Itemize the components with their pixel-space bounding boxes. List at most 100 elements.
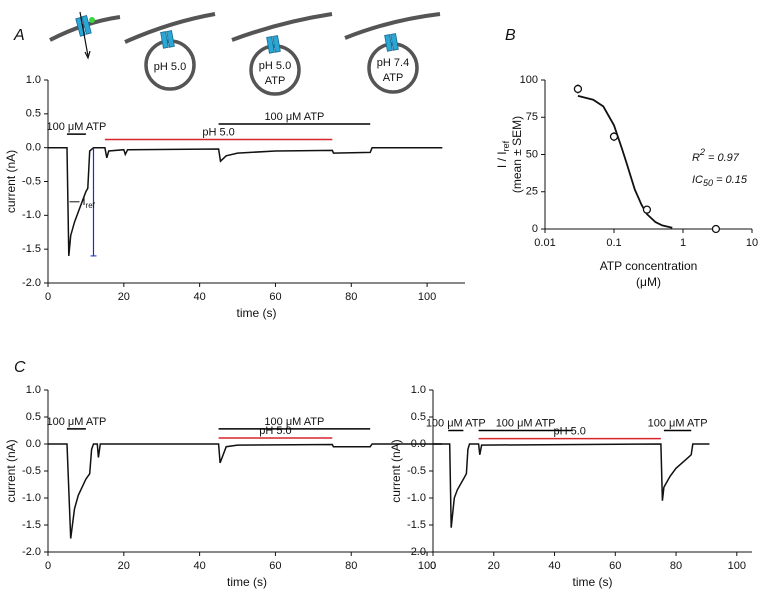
y-tick-label: -0.5 xyxy=(407,465,426,477)
x-tick-label: 100 xyxy=(728,560,746,572)
y-tick-label: 100 xyxy=(520,74,538,86)
x-tick-label: 0.1 xyxy=(606,237,621,249)
fit-curve xyxy=(577,95,673,229)
data-point xyxy=(573,84,583,94)
trace xyxy=(48,443,443,539)
y-tick-label: 75 xyxy=(526,111,538,123)
y-axis-label-main: I / I xyxy=(495,151,509,168)
schematic-label: ATP xyxy=(383,72,404,84)
x-tick-label: 20 xyxy=(118,560,130,572)
application-label: 100 μM ATP xyxy=(496,417,556,429)
annotation-rest: = 0.97 xyxy=(705,152,740,164)
y-tick-label: -1.0 xyxy=(22,209,41,221)
trace xyxy=(48,146,443,256)
application-label: 100 μM ATP xyxy=(426,417,486,429)
x-tick-label: 100 xyxy=(418,291,436,303)
x-axis-label: time (s) xyxy=(227,575,267,589)
x-tick-label: 60 xyxy=(609,560,621,572)
x-tick-label: 40 xyxy=(548,560,560,572)
channel xyxy=(166,30,175,48)
x-tick-label: 80 xyxy=(345,291,357,303)
y-tick-label: 0.5 xyxy=(411,411,426,423)
data-point xyxy=(609,132,619,141)
y-tick-label: 0.0 xyxy=(411,438,426,450)
y-axis-label: I / Iref xyxy=(495,140,511,168)
y-axis-label: (mean ± SEM) xyxy=(510,116,524,193)
channel xyxy=(266,36,275,54)
application-label: 100 μM ATP xyxy=(46,121,106,133)
membrane xyxy=(124,12,216,44)
trace xyxy=(433,443,710,528)
channels xyxy=(75,15,399,54)
schematics xyxy=(49,12,441,96)
x-tick-label: 40 xyxy=(193,560,205,572)
channel xyxy=(272,35,281,53)
application-label: pH 5.0 xyxy=(202,126,234,138)
y-tick-label: 1.0 xyxy=(411,384,426,396)
y-axis-label: current (nA) xyxy=(4,439,18,502)
y-tick-label: 0.0 xyxy=(26,438,41,450)
y-tick-label: -2.0 xyxy=(22,277,41,289)
annotation-sup: 2 xyxy=(699,147,705,157)
panel-label: A xyxy=(13,27,25,44)
y-tick-label: -1.0 xyxy=(407,492,426,504)
x-tick-label: 0 xyxy=(45,560,51,572)
y-tick-label: -1.0 xyxy=(22,492,41,504)
x-tick-label: 20 xyxy=(118,291,130,303)
y-tick-label: 25 xyxy=(526,186,538,198)
y-tick-label: 0 xyxy=(532,223,538,235)
x-tick-label: 0.01 xyxy=(534,237,555,249)
arrow xyxy=(79,11,89,57)
application-label: 100 μM ATP xyxy=(264,111,324,123)
schematic-label: pH 5.0 xyxy=(154,61,186,73)
x-tick-label: 0 xyxy=(430,560,436,572)
y-tick-label: 1.0 xyxy=(26,74,41,86)
y-tick-label: 50 xyxy=(526,148,538,160)
y-tick-label: -2.0 xyxy=(22,546,41,558)
schematic-label: pH 5.0 xyxy=(259,60,291,72)
annotation-main: IC xyxy=(692,174,703,186)
data-point xyxy=(642,205,652,214)
y-tick-label: 1.0 xyxy=(26,384,41,396)
application-label: pH 5.0 xyxy=(554,426,586,438)
x-tick-label: 10 xyxy=(746,237,758,249)
x-tick-label: 60 xyxy=(269,560,281,572)
y-tick-label: 0.5 xyxy=(26,108,41,120)
x-axis-label: time (s) xyxy=(237,306,277,320)
channel xyxy=(390,33,399,51)
annotation-main: R xyxy=(692,152,700,164)
x-tick-label: 20 xyxy=(488,560,500,572)
y-tick-label: 0.5 xyxy=(26,411,41,423)
y-axis-label: current (nA) xyxy=(4,150,18,213)
x-tick-label: 60 xyxy=(269,291,281,303)
data-point xyxy=(711,224,721,234)
y-tick-label: -1.5 xyxy=(22,519,41,531)
channel xyxy=(384,34,393,52)
application-label: 100 μM ATP xyxy=(264,416,324,428)
y-tick-label: -1.5 xyxy=(22,243,41,255)
schematic-label: pH 7.4 xyxy=(377,57,409,69)
y-tick-label: -2.0 xyxy=(407,546,426,558)
application-label: 100 μM ATP xyxy=(648,417,708,429)
y-axis-label: current (nA) xyxy=(389,439,403,502)
panel-label: B xyxy=(505,27,516,44)
reference-label-sub: ref xyxy=(86,201,96,210)
channel xyxy=(160,31,169,49)
membrane xyxy=(344,12,441,40)
x-tick-label: 80 xyxy=(345,560,357,572)
x-tick-label: 1 xyxy=(680,237,686,249)
reference-label: Iref xyxy=(82,196,95,210)
fit-annotation: R2 = 0.97 xyxy=(692,147,740,164)
x-tick-label: 40 xyxy=(194,291,206,303)
membrane xyxy=(231,12,333,42)
atp xyxy=(89,17,95,23)
y-tick-label: 0.0 xyxy=(26,142,41,154)
x-axis-label: time (s) xyxy=(573,575,613,589)
annotation-rest: = 0.15 xyxy=(713,174,748,186)
x-axis-label: ATP concentration xyxy=(600,259,698,273)
x-tick-label: 80 xyxy=(670,560,682,572)
y-tick-label: -0.5 xyxy=(22,465,41,477)
x-tick-label: 0 xyxy=(45,291,51,303)
application-label: pH 5.0 xyxy=(259,425,291,437)
panel-label: C xyxy=(14,359,26,376)
